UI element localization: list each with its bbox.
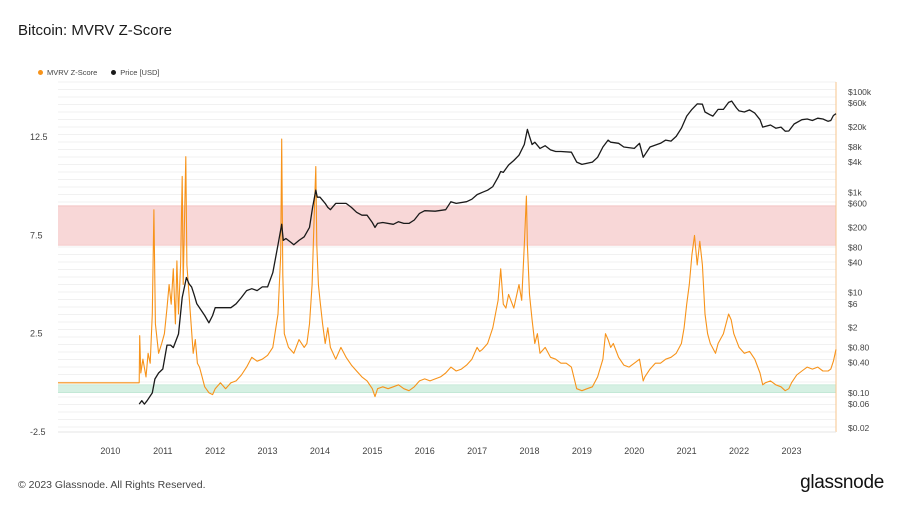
y-right-tick-label: $0.40 (848, 358, 870, 368)
y-left-tick-label: 2.5 (30, 329, 43, 339)
brand-logo: glassnode (800, 472, 884, 493)
y-left-tick-label: -2.5 (30, 427, 46, 437)
x-tick-label: 2016 (415, 446, 435, 456)
y-right-tick-label: $20k (848, 122, 867, 132)
y-left-tick-label: 12.5 (30, 132, 48, 142)
x-tick-label: 2018 (519, 446, 539, 456)
y-right-tick-label: $10 (848, 288, 862, 298)
x-tick-label: 2010 (100, 446, 120, 456)
y-right-tick-label: $6 (848, 299, 858, 309)
legend-dot-orange-icon (38, 70, 43, 75)
copyright-text: © 2023 Glassnode. All Rights Reserved. (18, 479, 206, 491)
x-tick-label: 2017 (467, 446, 487, 456)
x-tick-label: 2013 (258, 446, 278, 456)
x-tick-label: 2015 (362, 446, 382, 456)
series-line-mvrv (58, 138, 837, 398)
y-right-tick-label: $4k (848, 157, 862, 167)
y-left-tick-label: 7.5 (30, 230, 43, 240)
y-right-tick-label: $60k (848, 98, 867, 108)
y-right-tick-label: $600 (848, 198, 867, 208)
y-right-tick-label: $8k (848, 142, 862, 152)
y-right-tick-label: $0.02 (848, 423, 870, 433)
y-right-tick-label: $100k (848, 87, 872, 97)
y-right-tick-label: $40 (848, 257, 862, 267)
x-tick-label: 2012 (205, 446, 225, 456)
chart-title: Bitcoin: MVRV Z-Score (18, 22, 172, 39)
x-tick-label: 2019 (572, 446, 592, 456)
x-tick-label: 2021 (677, 446, 697, 456)
legend-item-price[interactable]: Price [USD] (111, 68, 159, 77)
band-overvalued-zone (58, 205, 836, 246)
x-tick-label: 2023 (781, 446, 801, 456)
y-right-tick-label: $0.80 (848, 343, 870, 353)
legend-label-mvrv: MVRV Z-Score (47, 68, 98, 77)
series-line-price (138, 100, 837, 405)
band-undervalued-zone (58, 384, 836, 393)
chart-legend: MVRV Z-Score Price [USD] (38, 68, 159, 77)
y-right-tick-label: $0.06 (848, 399, 870, 409)
x-tick-label: 2020 (624, 446, 644, 456)
legend-label-price: Price [USD] (120, 68, 160, 77)
y-right-tick-label: $200 (848, 222, 867, 232)
y-right-tick-label: $0.10 (848, 388, 870, 398)
x-tick-label: 2022 (729, 446, 749, 456)
y-right-tick-label: $80 (848, 242, 862, 252)
legend-item-mvrv[interactable]: MVRV Z-Score (38, 68, 97, 77)
y-right-tick-label: $1k (848, 187, 862, 197)
y-right-tick-label: $2 (848, 323, 858, 333)
legend-dot-black-icon (111, 70, 117, 75)
x-tick-label: 2014 (310, 446, 330, 456)
x-tick-label: 2011 (153, 446, 172, 456)
